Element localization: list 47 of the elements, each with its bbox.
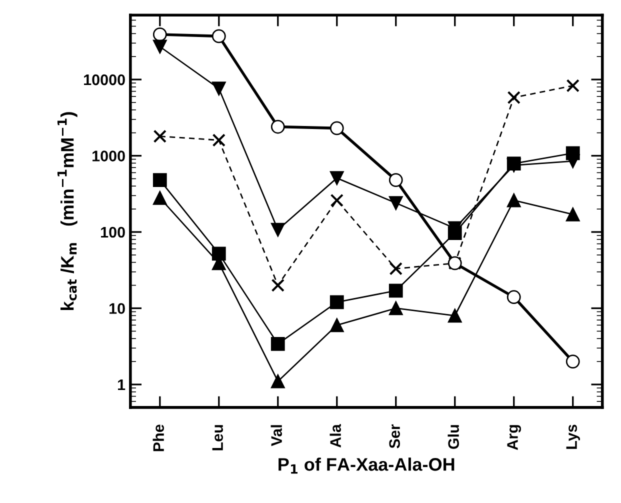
point — [566, 154, 580, 168]
point — [506, 290, 521, 304]
point — [212, 246, 226, 261]
point — [388, 196, 403, 210]
text: k$_{cat}$ /K$_{m}$ (min$^{−1}$mM$^{−1}$) — [57, 112, 78, 310]
point — [388, 301, 403, 316]
point — [388, 284, 403, 298]
point — [566, 354, 580, 368]
x-tick-label: Glu — [448, 425, 459, 449]
point — [566, 79, 580, 92]
x-axis-title: P$_{1}$ of FA-Xaa-Ala-OH — [278, 458, 454, 474]
x-tick-label: Lys — [566, 424, 580, 449]
y-tick-label: 10 — [110, 303, 125, 314]
point — [506, 193, 521, 208]
point — [212, 134, 226, 147]
point — [152, 173, 167, 188]
y-tick-label: 10000 — [84, 74, 125, 86]
point — [152, 40, 167, 54]
point — [330, 171, 344, 185]
point — [152, 190, 167, 205]
point — [271, 278, 284, 292]
point — [270, 222, 285, 237]
point — [270, 374, 285, 388]
point — [507, 90, 520, 104]
point — [388, 173, 403, 188]
point — [448, 308, 462, 323]
x-tick-label: Phe — [152, 424, 164, 452]
point — [330, 318, 344, 332]
point — [153, 130, 167, 143]
point — [330, 194, 344, 207]
point — [566, 207, 580, 222]
x-tick-label: Arg — [507, 425, 521, 450]
x-tick-label: Ala — [330, 424, 341, 448]
y-tick-label: 1 — [118, 380, 126, 390]
x-tick-label: Val — [270, 425, 282, 446]
x-tick-label: Leu — [212, 425, 224, 450]
y-tick-label: 1000 — [92, 150, 125, 162]
y-tick-label: 100 — [101, 226, 125, 238]
point — [389, 262, 402, 276]
point — [330, 295, 344, 310]
point — [270, 120, 285, 134]
point — [212, 82, 226, 96]
point — [212, 29, 226, 44]
x-tick-label: Ser — [389, 424, 400, 448]
point — [152, 28, 167, 42]
point — [330, 121, 344, 136]
point — [270, 337, 285, 351]
